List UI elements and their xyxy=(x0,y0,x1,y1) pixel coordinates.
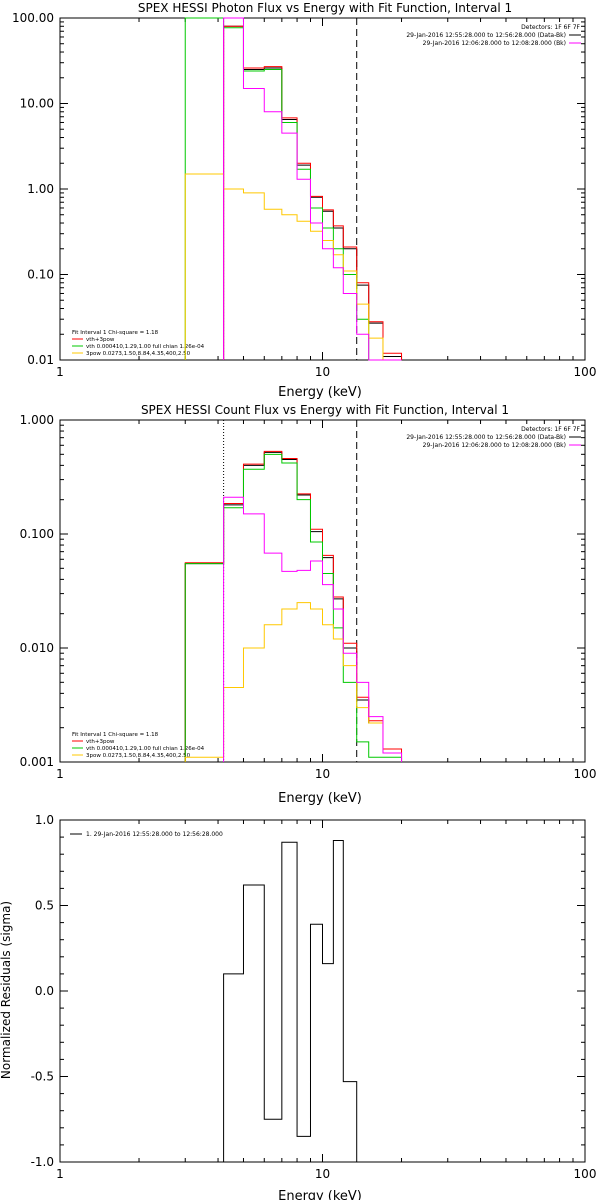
series-line xyxy=(223,840,358,1162)
series-group xyxy=(223,840,358,1162)
y-tick-label: 1.00 xyxy=(27,182,54,196)
x-tick-label: 1 xyxy=(56,365,64,379)
fit-line: vth 0.000410,1.29,1.00 full chian 1.26e-… xyxy=(86,746,205,752)
x-tick-label: 1 xyxy=(56,767,64,781)
fit-line: vth 0.000410,1.29,1.00 full chian 1.26e-… xyxy=(86,344,205,350)
x-tick-label: 10 xyxy=(315,767,330,781)
header-line: 29-Jan-2016 12:06:28.000 to 12:08:28.000… xyxy=(423,442,566,449)
y-tick-label: -1.0 xyxy=(31,1155,54,1169)
panel-title: SPEX HESSI Count Flux vs Energy with Fit… xyxy=(141,403,509,417)
y-tick-label: 1.000 xyxy=(20,413,54,427)
legend-entry: 1. 29-Jan-2016 12:55:28.000 to 12:56:28.… xyxy=(86,831,223,838)
y-tick-label: 1.0 xyxy=(35,813,54,827)
y-tick-label: 0.100 xyxy=(20,527,54,541)
y-tick-label: 0.010 xyxy=(20,641,54,655)
x-tick-label: 100 xyxy=(574,767,597,781)
header-line: 29-Jan-2016 12:55:28.000 to 12:56:28.000… xyxy=(406,32,566,39)
plot-frame xyxy=(59,419,586,763)
header-line: Detectors: 1F 6F 7F xyxy=(521,426,580,433)
fit-line: Fit Interval 1 Chi-square = 1.18 xyxy=(72,330,159,336)
y-tick-label: 100.00 xyxy=(12,11,54,25)
axis-ticks: 1 10 100 -1.0 -0.5 0.0 0.5 1.0 xyxy=(31,813,597,1181)
series-line xyxy=(223,496,403,762)
series-line xyxy=(184,453,403,762)
fit-line: 3pow 0.0273,1.50,8.84,4.35,400,2.50 xyxy=(86,753,191,759)
x-tick-label: 10 xyxy=(315,1167,330,1181)
plot-frame xyxy=(59,17,586,361)
fit-line: vth+3pow xyxy=(86,739,115,745)
fit-line: Fit Interval 1 Chi-square = 1.18 xyxy=(72,732,159,738)
series-group xyxy=(184,17,403,361)
x-tick-label: 100 xyxy=(574,1167,597,1181)
header-line: 29-Jan-2016 12:06:28.000 to 12:08:28.000… xyxy=(423,40,566,47)
header-line: 29-Jan-2016 12:55:28.000 to 12:56:28.000… xyxy=(406,434,566,441)
panel-photon-flux: SPEX HESSI Photon Flux vs Energy with Fi… xyxy=(12,1,596,400)
y-tick-label: 0.10 xyxy=(27,268,54,282)
y-tick-label: 0.01 xyxy=(27,353,54,367)
y-tick-label: 0.5 xyxy=(35,899,54,913)
header-line: Detectors: 1F 6F 7F xyxy=(521,24,580,31)
x-tick-label: 100 xyxy=(574,365,597,379)
x-axis-label: Energy (keV) xyxy=(278,1189,362,1200)
y-tick-label: 10.00 xyxy=(20,97,54,111)
panel-residuals: Energy (keV) Normalized Residuals (sigma… xyxy=(0,813,596,1200)
panel-count-flux: SPEX HESSI Count Flux vs Energy with Fit… xyxy=(20,403,597,806)
panel-title: SPEX HESSI Photon Flux vs Energy with Fi… xyxy=(138,1,512,15)
y-tick-label: 0.0 xyxy=(35,984,54,998)
series-group xyxy=(184,420,403,762)
x-axis-label: Energy (keV) xyxy=(278,791,362,806)
x-tick-label: 1 xyxy=(56,1167,64,1181)
y-axis-label: Normalized Residuals (sigma) xyxy=(0,901,13,1079)
x-tick-label: 10 xyxy=(315,365,330,379)
series-line xyxy=(223,17,402,361)
axis-ticks: 1 10 100 0.01 0.10 1.00 10.00 100.00 xyxy=(12,11,596,379)
y-tick-label: 0.001 xyxy=(20,755,54,769)
axis-ticks: 1 10 100 0.001 0.010 0.100 1.000 xyxy=(20,413,597,781)
y-tick-label: -0.5 xyxy=(31,1070,54,1084)
fit-line: 3pow 0.0273,1.50,8.84,4.35,400,2.50 xyxy=(86,351,191,357)
series-line xyxy=(184,173,402,361)
plot-frame xyxy=(59,819,586,1163)
fit-line: vth+3pow xyxy=(86,337,115,343)
x-axis-label: Energy (keV) xyxy=(278,385,362,400)
